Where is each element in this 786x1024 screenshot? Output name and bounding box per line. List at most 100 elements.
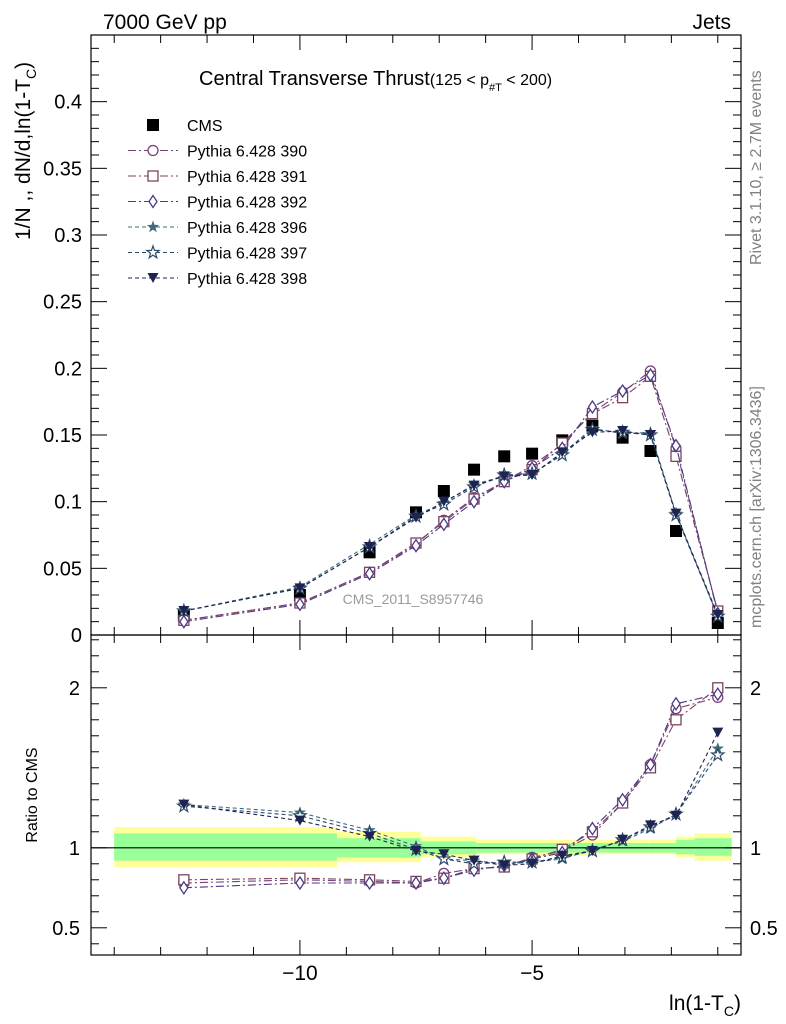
series-line: [183, 430, 719, 616]
data-point: [671, 438, 681, 453]
y-tick-label-right: 1: [750, 838, 761, 860]
series-2: [178, 370, 724, 626]
data-point: [294, 583, 306, 594]
y-tick-label: 0.3: [54, 225, 82, 247]
watermark: CMS_2011_S8957746: [343, 591, 484, 607]
legend-entry: Pythia 6.428 392: [128, 194, 307, 212]
y-axis-label-main: 1/N ,, dN/d,ln(1-T: [12, 79, 35, 240]
ratio-data-point: [617, 834, 629, 845]
ratio-data-point: [498, 860, 510, 871]
ratio-data-point: [364, 831, 376, 842]
ratio-data-point: [468, 855, 480, 866]
ratio-data-point: [179, 880, 189, 895]
y-tick-label-right: 0.5: [750, 918, 778, 940]
legend-label: Pythia 6.428 391: [187, 169, 307, 186]
y-axis-label-subscript: C: [23, 69, 39, 79]
chart-title-range: (125 < p: [430, 72, 489, 89]
ratio-data-point: [617, 792, 628, 807]
data-point: [179, 614, 189, 629]
ratio-plot: −10 −5 0.5 0.5 1 1 2 2 Ratio to CMS ln(1-TC): [24, 634, 778, 1019]
data-point: [364, 566, 375, 581]
series-line: [183, 374, 719, 623]
series-3: [179, 367, 723, 629]
ratio-data-point: [709, 746, 726, 762]
ratio-data-point: [670, 810, 682, 821]
legend-label: Pythia 6.428 397: [187, 246, 307, 263]
legend-entry: Pythia 6.428 390: [128, 144, 307, 161]
data-point: [645, 367, 656, 383]
ratio-series-line: [183, 732, 719, 866]
ratio-data-point: [586, 846, 598, 856]
x-tick-label: −10: [282, 962, 318, 985]
legend-entry: Pythia 6.428 396: [128, 220, 307, 237]
legend-label: Pythia 6.428 396: [187, 220, 307, 237]
data-point: [617, 426, 629, 436]
y-tick-label: 0.15: [43, 425, 82, 447]
side-text-bottom: mcplots.cern.ch [arXiv:1306.3436]: [748, 386, 765, 628]
legend-marker: [147, 170, 159, 182]
ratio-band-green: [114, 833, 338, 861]
header-right: Jets: [692, 11, 731, 34]
series-line: [183, 429, 719, 617]
legend-marker: [147, 119, 159, 131]
ratio-data-point: [645, 757, 656, 772]
header-left: 7000 GeV pp: [103, 11, 227, 34]
data-point: [438, 496, 450, 507]
data-point: [526, 470, 538, 480]
legend-marker: [146, 220, 160, 233]
ratio-frame: [90, 634, 742, 956]
y-tick-label-left: 0.5: [52, 918, 80, 940]
ratio-data-point: [411, 875, 421, 891]
series-6: [178, 426, 724, 620]
data-point: [295, 597, 305, 612]
x-axis-label: ln(1-TC): [669, 992, 741, 1019]
legend: CMS Pythia 6.428 390 Pythia 6.428 391 Pythi…: [128, 118, 307, 288]
data-point: [587, 399, 598, 415]
ratio-data-point: [364, 875, 375, 891]
x-axis-label-main: ln(1-T: [669, 992, 724, 1015]
ratio-band-green: [676, 839, 695, 855]
data-point: [556, 447, 568, 458]
y-tick-label-left: 1: [69, 838, 80, 860]
y-tick-label-left: 2: [69, 678, 80, 700]
y-tick-label-right: 2: [750, 678, 761, 700]
series-line: [183, 370, 719, 621]
data-point: [439, 517, 449, 532]
chart-title-main: Central Transverse Thrust: [199, 68, 430, 90]
ratio-series-line: [183, 693, 718, 889]
legend-entry: Pythia 6.428 397: [128, 244, 307, 263]
main-plot: 0 0.05 0.1 0.15 0.2 0.25 0.3 0.35 0.4 Central Tra…: [12, 34, 742, 647]
ratio-data-point: [295, 875, 305, 891]
x-tick-label: −5: [520, 962, 544, 985]
series-1: [178, 365, 724, 626]
ratio-data-point: [556, 850, 568, 861]
ratio-data-point: [587, 821, 598, 836]
data-point: [526, 447, 539, 460]
data-point: [617, 383, 628, 399]
side-text-top: Rivet 3.1.10, ≥ 2.7M events: [748, 70, 765, 265]
data-point: [644, 430, 656, 440]
data-point: [468, 480, 480, 491]
ratio-data-point: [410, 846, 422, 856]
data-point: [498, 450, 511, 463]
data-point: [498, 471, 510, 482]
chart-title-subscript: #T: [489, 82, 502, 94]
y-tick-label: 0.1: [54, 492, 82, 514]
ratio-series-line: [183, 687, 719, 882]
data-point: [468, 463, 481, 476]
ratio-data-point: [439, 871, 449, 886]
legend-marker: [147, 144, 159, 157]
ratio-series-5: [178, 727, 724, 871]
legend-label: Pythia 6.428 398: [187, 271, 307, 288]
data-point: [364, 542, 376, 552]
ratio-series-line: [183, 754, 719, 865]
data-point: [411, 538, 421, 553]
y-tick-label: 0.05: [43, 558, 82, 580]
legend-entry: CMS: [147, 118, 223, 135]
data-point: [437, 485, 450, 497]
chart-title: Central Transverse Thrust(125 < p#T < 20…: [199, 68, 552, 94]
data-point: [712, 610, 724, 620]
ratio-data-point: [644, 820, 656, 831]
series-line: [183, 427, 719, 617]
